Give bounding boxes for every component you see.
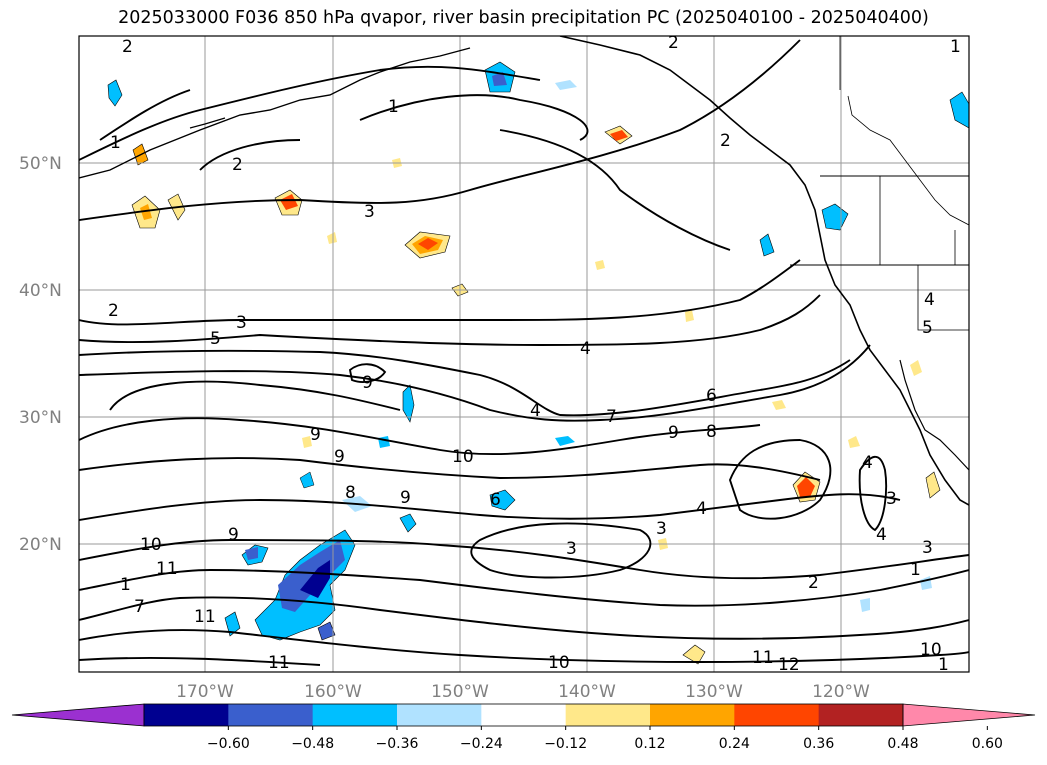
colorbar-bin bbox=[481, 704, 567, 726]
contour-label: 4 bbox=[862, 453, 873, 473]
contour-label: 5 bbox=[210, 329, 221, 349]
lon-label: 130°W bbox=[685, 682, 743, 702]
contour-label: 2 bbox=[108, 301, 119, 321]
colorbar-tick-label: 0.24 bbox=[719, 736, 750, 752]
contour-label: 11 bbox=[268, 653, 290, 673]
chart-title: 2025033000 F036 850 hPa qvapor, river ba… bbox=[118, 8, 929, 28]
contour-label: 1 bbox=[910, 560, 921, 580]
lon-label: 160°W bbox=[304, 682, 362, 702]
contour-label: 7 bbox=[134, 597, 145, 617]
contour-label: 9 bbox=[400, 488, 411, 508]
contour-label: 3 bbox=[236, 313, 247, 333]
contour-label: 4 bbox=[580, 339, 591, 359]
contour-label: 8 bbox=[706, 422, 717, 442]
colorbar-tick-label: −0.60 bbox=[207, 736, 250, 752]
contour-label: 3 bbox=[566, 539, 577, 559]
positive-shading bbox=[131, 125, 941, 665]
contour-label: 4 bbox=[876, 525, 887, 545]
contour-label: 2 bbox=[232, 155, 243, 175]
colorbar-tick-label: 0.60 bbox=[972, 736, 1003, 752]
negative-shading bbox=[107, 61, 969, 641]
contour-label: 4 bbox=[924, 290, 935, 310]
contour-label: 10 bbox=[920, 640, 942, 660]
contour-label: 10 bbox=[452, 447, 474, 467]
lon-label: 150°W bbox=[431, 682, 489, 702]
colorbar-bin bbox=[312, 704, 398, 726]
lon-label: 170°W bbox=[176, 682, 234, 702]
contour-label: 1 bbox=[110, 133, 121, 153]
contour-label: 9 bbox=[668, 423, 679, 443]
colorbar-bin bbox=[818, 704, 904, 726]
colorbar-ticks: −0.60 −0.48 −0.36 −0.24 −0.12 0.12 0.24 0.36 0.4… bbox=[207, 726, 1003, 752]
map-area: 2 1 2 2 1 3 2 2 4 1 3 5 4 4 5 9 4 7 6 9 … bbox=[79, 33, 969, 675]
contour-label: 4 bbox=[530, 401, 541, 421]
contour-label: 6 bbox=[490, 490, 501, 510]
contour-label: 2 bbox=[808, 573, 819, 593]
contour-label: 5 bbox=[922, 318, 933, 338]
latitude-labels: 50°N 40°N 30°N 20°N bbox=[19, 154, 62, 555]
colorbar-bin bbox=[734, 704, 820, 726]
lat-label: 40°N bbox=[19, 281, 62, 301]
contour-label: 3 bbox=[922, 538, 933, 558]
contour-labels: 2 1 2 2 1 3 2 2 4 1 3 5 4 4 5 9 4 7 6 9 … bbox=[108, 33, 961, 675]
contour-label: 10 bbox=[140, 535, 162, 555]
colorbar-extend-min bbox=[11, 703, 145, 727]
longitude-labels: 170°W 160°W 150°W 140°W 130°W 120°W bbox=[176, 682, 870, 702]
colorbar-extend-max bbox=[902, 703, 1036, 727]
colorbar-bin bbox=[397, 704, 482, 726]
contour-label: 3 bbox=[364, 202, 375, 222]
precip-shading bbox=[107, 61, 969, 665]
contour-label: 4 bbox=[696, 499, 707, 519]
contour-label: 9 bbox=[362, 373, 373, 393]
contour-label: 7 bbox=[606, 407, 617, 427]
map-frame bbox=[78, 35, 970, 673]
contour-label: 10 bbox=[548, 653, 570, 673]
contour-label: 2 bbox=[720, 131, 731, 151]
contour-label: 6 bbox=[706, 386, 717, 406]
lat-label: 50°N bbox=[19, 154, 62, 174]
colorbar-bin bbox=[228, 704, 314, 726]
lat-label: 20°N bbox=[19, 535, 62, 555]
colorbar-bin bbox=[565, 704, 651, 726]
colorbar-tick-label: −0.12 bbox=[544, 736, 587, 752]
contour-label: 3 bbox=[656, 519, 667, 539]
contour-label: 8 bbox=[345, 483, 356, 503]
colorbar-tick-label: −0.48 bbox=[291, 736, 334, 752]
qvapor-contours bbox=[79, 39, 969, 666]
colorbar-tick-label: 0.12 bbox=[634, 736, 665, 752]
colorbar-frame bbox=[143, 703, 904, 727]
colorbar-tick-label: −0.24 bbox=[460, 736, 503, 752]
contour-label: 1 bbox=[950, 37, 961, 57]
lon-label: 140°W bbox=[558, 682, 616, 702]
contour-label: 1 bbox=[388, 97, 399, 117]
contour-label: 12 bbox=[778, 655, 800, 675]
contour-label: 9 bbox=[310, 425, 321, 445]
contour-label: 11 bbox=[156, 559, 178, 579]
contour-label: 2 bbox=[122, 37, 133, 57]
colorbar bbox=[11, 703, 1036, 727]
contour-label: 11 bbox=[752, 648, 774, 668]
colorbar-bin bbox=[144, 704, 229, 726]
contour-label: 11 bbox=[194, 607, 216, 627]
contour-label: 1 bbox=[938, 655, 949, 675]
colorbar-bin bbox=[650, 704, 735, 726]
coastlines bbox=[79, 36, 969, 506]
colorbar-tick-label: −0.36 bbox=[376, 736, 419, 752]
colorbar-tick-label: 0.48 bbox=[887, 736, 918, 752]
contour-label: 1 bbox=[120, 575, 131, 595]
contour-label: 9 bbox=[228, 525, 239, 545]
contour-label: 2 bbox=[668, 33, 679, 53]
lat-label: 30°N bbox=[19, 408, 62, 428]
lon-label: 120°W bbox=[812, 682, 870, 702]
contour-label: 9 bbox=[334, 447, 345, 467]
contour-label: 3 bbox=[886, 489, 897, 509]
colorbar-tick-label: 0.36 bbox=[803, 736, 834, 752]
graticule bbox=[79, 36, 969, 672]
